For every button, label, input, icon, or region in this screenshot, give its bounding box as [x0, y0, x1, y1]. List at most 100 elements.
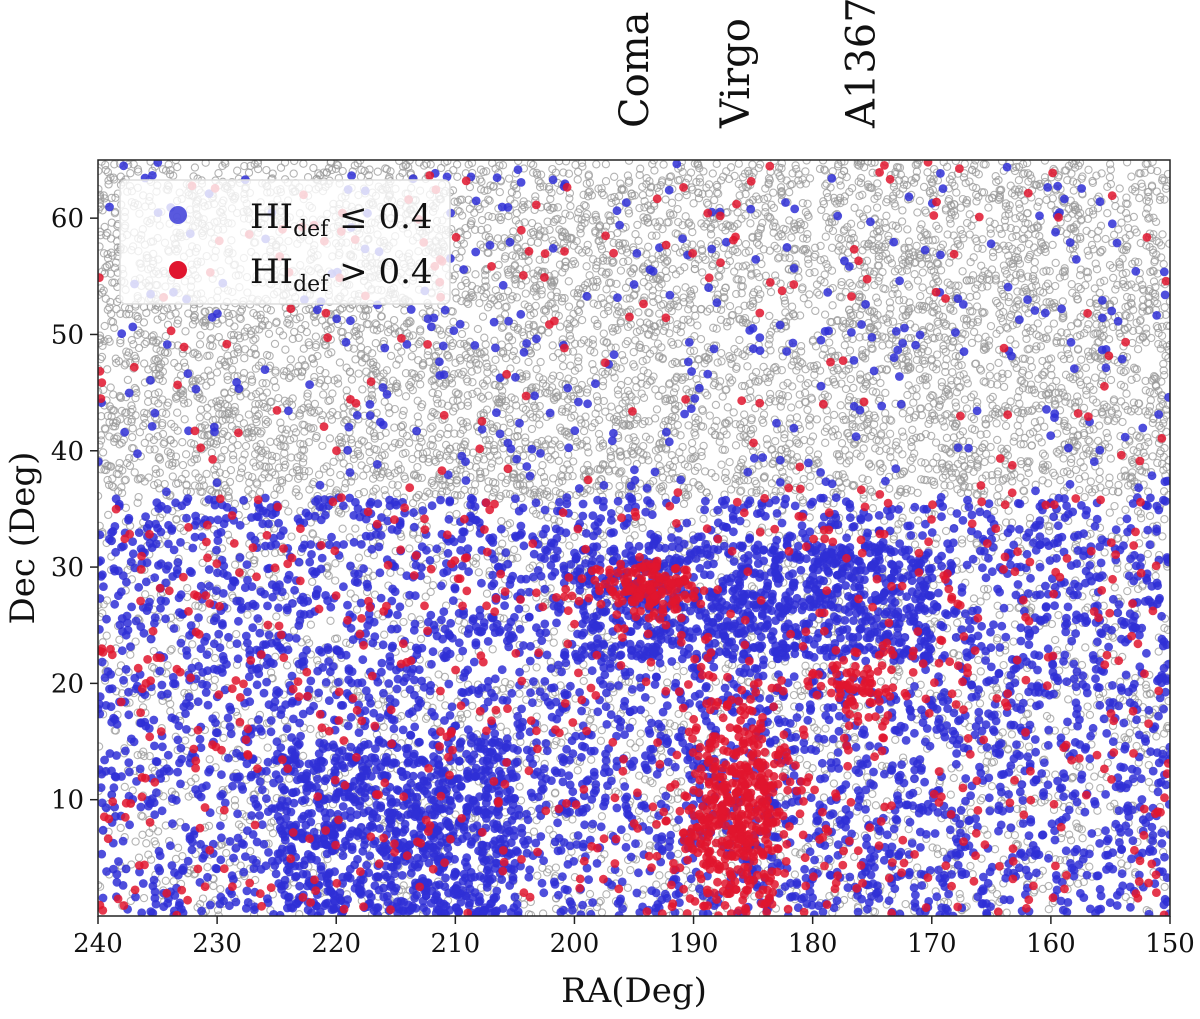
scatter-point: [678, 442, 687, 452]
scatter-point: [872, 203, 882, 212]
scatter-point: [347, 375, 357, 384]
scatter-point: [1095, 467, 1104, 476]
scatter-point: [178, 438, 187, 447]
scatter-point: [813, 288, 822, 297]
scatter-point: [503, 287, 513, 296]
scatter-point: [718, 392, 727, 401]
scatter-point: [631, 396, 641, 405]
scatter-point: [1022, 334, 1031, 344]
scatter-point: [872, 293, 881, 302]
scatter-point: [304, 423, 313, 432]
scatter-point: [514, 233, 524, 242]
scatter-point: [1040, 451, 1049, 460]
scatter-point: [262, 388, 272, 397]
scatter-point: [805, 482, 814, 491]
scatter-point: [599, 191, 608, 200]
scatter-point: [491, 273, 500, 282]
scatter-point: [426, 424, 435, 433]
scatter-point: [624, 434, 633, 443]
scatter-point: [702, 488, 711, 497]
scatter-point: [899, 180, 909, 189]
scatter-point: [712, 324, 721, 333]
scatter-point: [1111, 285, 1120, 294]
scatter-point: [460, 485, 469, 495]
scatter-point: [904, 381, 913, 390]
scatter-point: [812, 415, 822, 424]
scatter-point: [106, 383, 115, 392]
scatter-point: [870, 280, 879, 290]
scatter-point: [142, 308, 151, 318]
scatter-point: [967, 338, 977, 348]
scatter-point: [463, 230, 472, 240]
scatter-point: [238, 455, 247, 465]
scatter-point: [281, 345, 290, 354]
scatter-point: [827, 347, 836, 356]
scatter-point: [437, 399, 447, 408]
scatter-point: [1046, 384, 1055, 393]
scatter-point: [235, 413, 244, 423]
scatter-point: [710, 195, 719, 205]
scatter-point: [985, 371, 994, 380]
scatter-point: [144, 390, 153, 399]
scatter-point: [566, 201, 575, 211]
scatter-point: [1020, 433, 1029, 443]
scatter-point: [667, 451, 677, 460]
scatter-point: [916, 291, 925, 301]
scatter-point: [478, 312, 488, 321]
scatter-point: [658, 473, 668, 482]
scatter-point: [668, 264, 677, 274]
scatter-point: [1038, 460, 1048, 469]
scatter-point: [509, 227, 518, 236]
scatter-point: [918, 283, 927, 292]
scatter-point: [554, 349, 563, 358]
scatter-point: [477, 215, 487, 225]
scatter-point: [166, 311, 175, 320]
scatter-point: [711, 472, 720, 482]
scatter-point: [805, 174, 815, 183]
scatter-point: [481, 340, 490, 349]
scatter-point: [1038, 356, 1047, 366]
scatter-point: [958, 230, 967, 239]
scatter-point: [862, 256, 872, 265]
scatter-point: [904, 282, 914, 291]
scatter-point: [910, 270, 919, 279]
scatter-point: [717, 348, 726, 358]
scatter-point: [1109, 230, 1119, 239]
scatter-point: [915, 196, 924, 205]
scatter-point: [885, 429, 895, 438]
scatter-point: [462, 418, 471, 427]
scatter-point: [937, 443, 946, 453]
scatter-point: [882, 444, 891, 454]
scatter-point: [661, 258, 670, 267]
scatter-point: [416, 380, 425, 389]
scatter-point: [354, 489, 363, 499]
scatter-point: [1055, 273, 1064, 282]
scatter-point: [1044, 325, 1053, 334]
scatter-point: [1153, 458, 1162, 468]
scatter-point: [1157, 423, 1166, 433]
scatter-point: [336, 470, 345, 480]
scatter-point: [992, 419, 1001, 428]
scatter-point: [1028, 274, 1037, 283]
scatter-point: [240, 354, 249, 363]
scatter-point: [895, 296, 904, 305]
scatter-point: [570, 339, 580, 348]
scatter-point: [206, 371, 215, 380]
scatter-point: [310, 408, 319, 417]
scatter-point: [190, 163, 200, 172]
scatter-point: [263, 417, 273, 426]
scatter-point: [919, 182, 929, 192]
scatter-point: [488, 212, 497, 222]
scatter-point: [994, 484, 1003, 493]
scatter-point: [918, 268, 927, 277]
scatter-point: [1158, 230, 1167, 239]
scatter-point: [986, 321, 996, 331]
scatter-point: [482, 359, 491, 368]
scatter-point: [639, 441, 648, 451]
scatter-point: [468, 389, 477, 399]
scatter-point: [725, 457, 734, 467]
scatter-point: [1041, 247, 1050, 257]
scatter-point: [693, 321, 702, 330]
scatter-point: [568, 404, 577, 414]
scatter-point: [1049, 319, 1059, 328]
